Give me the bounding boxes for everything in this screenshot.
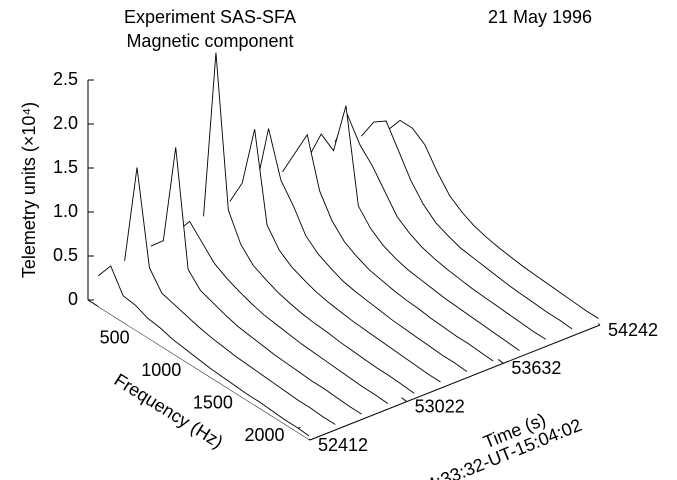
y-tick-label: 53632 xyxy=(511,358,561,378)
y-axis-label-range: 14:33:32-UT-15:04:02 xyxy=(415,415,585,480)
y-tick-label: 52412 xyxy=(318,435,368,455)
surface-line xyxy=(308,105,520,351)
surface-fill xyxy=(256,128,467,377)
x-tick-label: 1000 xyxy=(141,360,181,380)
surface-line xyxy=(387,119,599,319)
surface-fill xyxy=(177,221,388,409)
y-tick xyxy=(498,358,504,364)
surface-line xyxy=(124,167,336,425)
z-tick-label: 0.5 xyxy=(53,245,78,265)
surface-fill xyxy=(203,52,415,398)
surface-line xyxy=(334,113,546,340)
surface-line xyxy=(229,129,441,383)
surface-fill xyxy=(150,147,362,419)
surface-line xyxy=(203,52,415,394)
surface-line xyxy=(150,147,362,415)
z-axis-label: Telemetry units (×10⁴) xyxy=(19,102,39,278)
z-tick-label: 2.5 xyxy=(53,69,78,89)
chart-date: 21 May 1996 xyxy=(488,7,592,27)
y-tick-label: 53022 xyxy=(415,396,465,416)
surface-line xyxy=(98,265,310,437)
surface-fill xyxy=(335,114,546,346)
surface-line xyxy=(361,120,573,330)
x-tick-label: 1500 xyxy=(193,392,233,412)
chart-subtitle: Magnetic component xyxy=(126,31,293,51)
surface-line xyxy=(176,220,389,405)
z-tick-label: 1.0 xyxy=(53,201,78,221)
surface-line xyxy=(282,133,494,362)
chart-title: Experiment SAS-SFA xyxy=(124,7,296,27)
x-tick-label: 2000 xyxy=(244,425,284,445)
y-tick-label: 54242 xyxy=(608,320,658,340)
z-tick-label: 2.0 xyxy=(53,113,78,133)
surface-fill xyxy=(387,120,599,325)
x-tick-label: 500 xyxy=(100,327,130,347)
surface-line xyxy=(255,128,468,372)
z-tick-label: 1.5 xyxy=(53,157,78,177)
surface-fill xyxy=(229,129,441,388)
y-axis xyxy=(309,324,601,441)
surface-fill xyxy=(282,134,494,367)
surface-fill xyxy=(308,105,520,356)
z-tick-label: 0 xyxy=(68,289,78,309)
y-tick xyxy=(401,397,407,403)
